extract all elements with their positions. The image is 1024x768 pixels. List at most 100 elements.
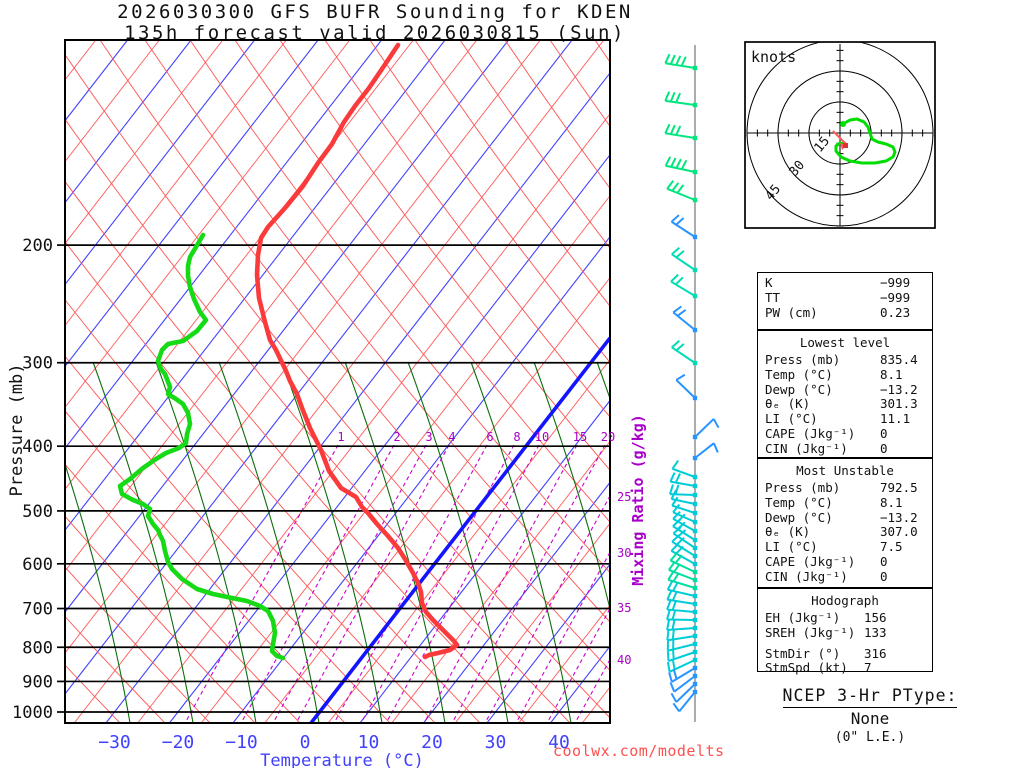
wind-barb <box>664 156 698 175</box>
mixing-ratio-value-label: 10 <box>535 430 549 444</box>
moist-adiabat-line <box>596 361 610 401</box>
panel-title: Hodograph <box>811 593 879 608</box>
wind-barb <box>675 373 698 401</box>
mixing-ratio-value-label: 20 <box>601 430 615 444</box>
ptype-block: NCEP 3-Hr PType: None (0" L.E.) <box>745 686 995 746</box>
mixing-ratio-line <box>385 444 540 723</box>
pressure-tick-label: 300 <box>22 354 53 374</box>
stat-label: Temp (°C) <box>765 494 833 510</box>
wind-barb <box>670 489 698 507</box>
stat-row: Press (mb) 792.5 <box>758 480 932 496</box>
temperature-tick-label: −10 <box>225 732 258 753</box>
mixing-ratio-line <box>360 444 515 723</box>
chart-title-line2: 135h forecast valid 2026030815 (Sun) <box>124 22 626 44</box>
moist-adiabat-line <box>344 361 446 723</box>
wind-barb <box>666 629 698 642</box>
mixing-ratio-line <box>272 444 427 723</box>
stat-value: 11.1 <box>880 411 911 427</box>
moist-adiabat-line <box>92 361 194 723</box>
stat-value: −13.2 <box>880 381 918 397</box>
stat-label: CIN (Jkg⁻¹) <box>765 440 848 456</box>
isotherm-line <box>65 40 446 532</box>
stat-label: K <box>765 275 773 290</box>
isotherm-line <box>264 276 610 723</box>
stat-row: θₑ (K) 307.0 <box>758 525 932 540</box>
stat-label: θₑ (K) <box>765 396 811 412</box>
dry-adiabat-line <box>65 615 166 723</box>
isotherm-line <box>65 40 319 368</box>
mixing-ratio-axis-label: Mixing Ratio (g/kg) <box>629 414 647 586</box>
dry-adiabat-line <box>65 180 526 723</box>
stat-row: Press (mb) 835.4 <box>758 352 932 368</box>
moist-adiabat-line <box>65 462 131 723</box>
stat-value: 8.1 <box>880 494 903 510</box>
dry-adiabat-line <box>234 40 610 523</box>
dry-adiabat-line <box>65 410 346 723</box>
stat-label: Press (mb) <box>765 480 841 495</box>
stat-row: Temp (°C) 8.1 <box>758 366 932 383</box>
wind-barb <box>666 580 698 599</box>
wind-barb <box>664 53 698 71</box>
wind-barb <box>666 639 698 652</box>
temperature-tick-label: 10 <box>358 732 380 753</box>
wind-barb <box>670 543 698 567</box>
stat-row: Dewp (°C) −13.2 <box>758 509 932 526</box>
stat-value: −999 <box>880 289 911 305</box>
stat-label: Temp (°C) <box>765 366 833 382</box>
moist-adiabat-line <box>281 361 383 723</box>
stat-value: 8.1 <box>880 366 903 382</box>
mixing-ratio-value-label: 6 <box>486 430 493 444</box>
isotherm-line <box>65 40 573 695</box>
stat-label: CAPE (Jkg⁻¹) <box>765 425 856 441</box>
mixing-ratio-line <box>515 551 610 723</box>
hodograph-unit-label: knots <box>751 48 796 66</box>
temperature-tick-label: −30 <box>98 732 131 753</box>
chart-title-line1: 2026030300 GFS BUFR Sounding for KDEN <box>117 1 633 23</box>
stat-row: CAPE (Jkg⁻¹) 0 <box>758 554 932 570</box>
stat-value: 7.5 <box>880 539 903 555</box>
dry-adiabat-line <box>414 40 610 307</box>
dry-adiabat-line <box>65 118 571 723</box>
pressure-tick-label: 1000 <box>12 703 53 723</box>
stat-row: θₑ (K) 301.3 <box>758 397 932 412</box>
skewt-background <box>65 40 610 723</box>
stat-label: Dewp (°C) <box>765 509 833 525</box>
wind-barb <box>666 590 698 607</box>
ptype-value: None <box>850 709 890 728</box>
stat-label: StmSpd (kt) <box>765 660 848 676</box>
isotherm-line <box>65 40 192 204</box>
mixing-ratio-value-label: 35 <box>617 601 631 615</box>
dry-adiabat-line <box>369 40 610 364</box>
wind-barb <box>666 649 698 663</box>
temperature-trace <box>254 42 460 660</box>
wind-barb <box>671 496 698 516</box>
stat-row: CIN (Jkg⁻¹) 0 <box>758 569 932 585</box>
stat-value: 0.23 <box>880 304 911 320</box>
mixing-ratio-line <box>484 494 610 723</box>
mixing-ratio-value-label: 4 <box>448 430 455 444</box>
dry-adiabat-line <box>99 40 610 672</box>
pressure-tick-label: 700 <box>22 600 53 620</box>
wind-barb <box>670 273 698 299</box>
isotherm-line <box>137 113 610 723</box>
stat-value: 835.4 <box>880 352 918 367</box>
mixing-ratio-line <box>240 444 395 723</box>
dry-adiabat-line <box>65 515 256 723</box>
stat-row: LI (°C) 11.1 <box>758 411 932 427</box>
dry-adiabat-line <box>65 566 211 723</box>
wind-barb <box>692 442 719 461</box>
stat-value: −13.2 <box>880 509 918 525</box>
isotherm-line <box>65 40 478 572</box>
watermark-link[interactable]: coolwx.com/modelts <box>553 742 725 760</box>
wind-barb <box>672 518 698 543</box>
stat-label: Press (mb) <box>765 352 841 367</box>
mixing-ratio-value-label: 3 <box>425 430 432 444</box>
temperature-tick-label: 0 <box>300 732 311 753</box>
plot-frame <box>64 39 611 724</box>
dry-adiabat-line <box>324 40 610 418</box>
dewpoint-trace <box>117 232 286 661</box>
wind-barb <box>670 214 698 240</box>
isotherm-line <box>200 195 610 723</box>
